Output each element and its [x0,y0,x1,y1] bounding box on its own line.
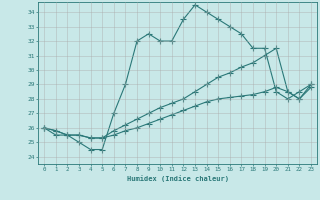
X-axis label: Humidex (Indice chaleur): Humidex (Indice chaleur) [127,175,228,182]
